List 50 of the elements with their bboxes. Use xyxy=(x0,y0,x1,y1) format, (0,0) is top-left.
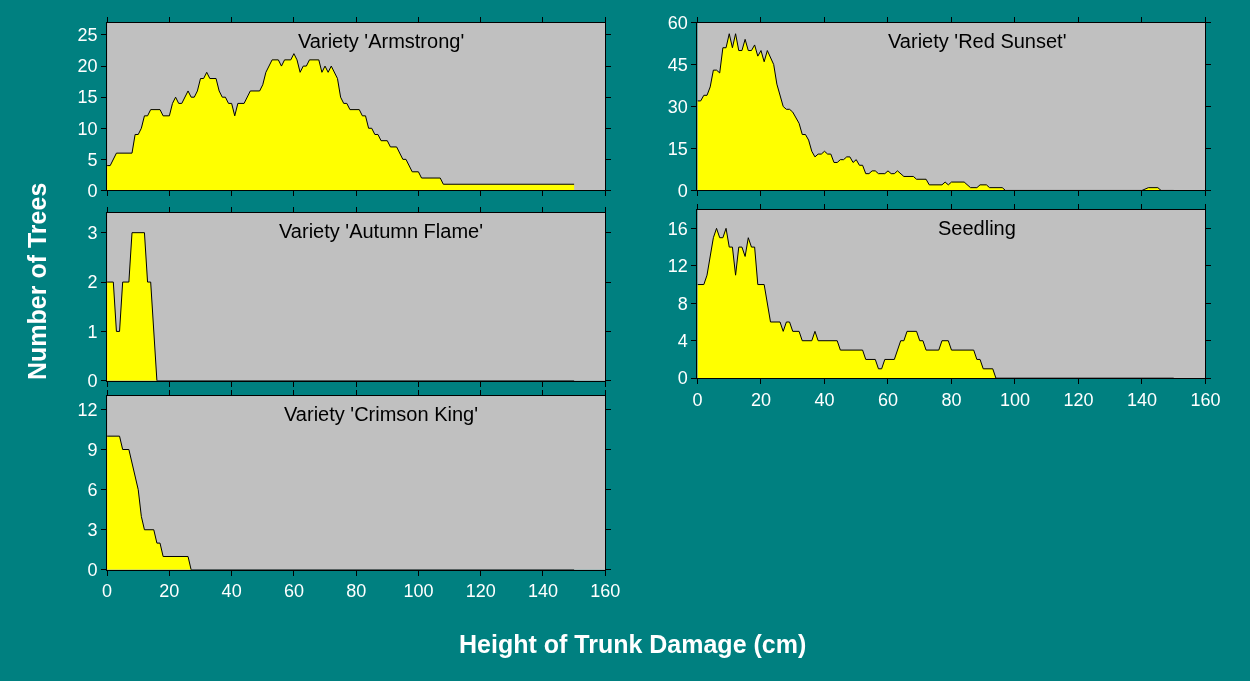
y-tick-label: 0 xyxy=(87,180,98,201)
y-axis-title: Number of Trees xyxy=(22,182,51,380)
chart-title: Variety 'Armstrong' xyxy=(298,30,465,52)
y-tick-label: 6 xyxy=(87,479,98,500)
x-tick-label: 160 xyxy=(590,581,621,602)
x-tick-label: 40 xyxy=(221,581,242,602)
y-tick-label: 20 xyxy=(77,56,98,77)
x-tick-label: 60 xyxy=(283,581,304,602)
y-tick-label: 1 xyxy=(87,321,98,342)
y-tick-label: 3 xyxy=(87,520,98,541)
x-tick-label: 80 xyxy=(346,581,367,602)
y-tick-label: 12 xyxy=(667,256,688,277)
y-tick-label: 4 xyxy=(677,331,688,352)
x-tick-label: 140 xyxy=(527,581,558,602)
y-tick-label: 2 xyxy=(87,272,98,293)
y-tick-label: 30 xyxy=(667,96,688,117)
y-tick-label: 5 xyxy=(87,149,98,170)
y-tick-label: 45 xyxy=(667,54,688,75)
y-tick-label: 8 xyxy=(677,293,688,314)
x-tick-label: 120 xyxy=(465,581,496,602)
chart-title: Variety 'Crimson King' xyxy=(284,403,478,425)
x-tick-label: 0 xyxy=(102,581,113,602)
x-axis-title: Height of Trunk Damage (cm) xyxy=(459,630,807,658)
x-tick-label: 40 xyxy=(814,389,835,410)
y-tick-label: 15 xyxy=(77,87,98,108)
x-tick-label: 0 xyxy=(692,389,703,410)
x-tick-label: 80 xyxy=(941,389,962,410)
chart-title: Variety 'Autumn Flame' xyxy=(279,220,484,242)
y-tick-label: 0 xyxy=(677,180,688,201)
chart-title: Seedling xyxy=(938,217,1016,239)
y-tick-label: 16 xyxy=(667,218,688,239)
y-tick-label: 15 xyxy=(667,138,688,159)
y-tick-label: 10 xyxy=(77,118,98,139)
x-tick-label: 100 xyxy=(403,581,434,602)
y-tick-label: 0 xyxy=(87,371,98,392)
x-tick-label: 100 xyxy=(999,389,1030,410)
y-tick-label: 9 xyxy=(87,439,98,460)
y-tick-label: 60 xyxy=(667,12,688,33)
x-tick-label: 120 xyxy=(1063,389,1094,410)
x-tick-label: 20 xyxy=(159,581,180,602)
y-tick-label: 25 xyxy=(77,25,98,46)
y-tick-label: 12 xyxy=(77,399,98,420)
y-tick-label: 0 xyxy=(87,560,98,581)
y-tick-label: 0 xyxy=(677,368,688,389)
x-tick-label: 140 xyxy=(1126,389,1157,410)
chart-title: Variety 'Red Sunset' xyxy=(888,30,1067,52)
x-tick-label: 20 xyxy=(750,389,772,410)
y-tick-label: 3 xyxy=(87,222,98,243)
x-tick-label: 160 xyxy=(1190,389,1221,410)
x-tick-label: 60 xyxy=(877,389,899,410)
